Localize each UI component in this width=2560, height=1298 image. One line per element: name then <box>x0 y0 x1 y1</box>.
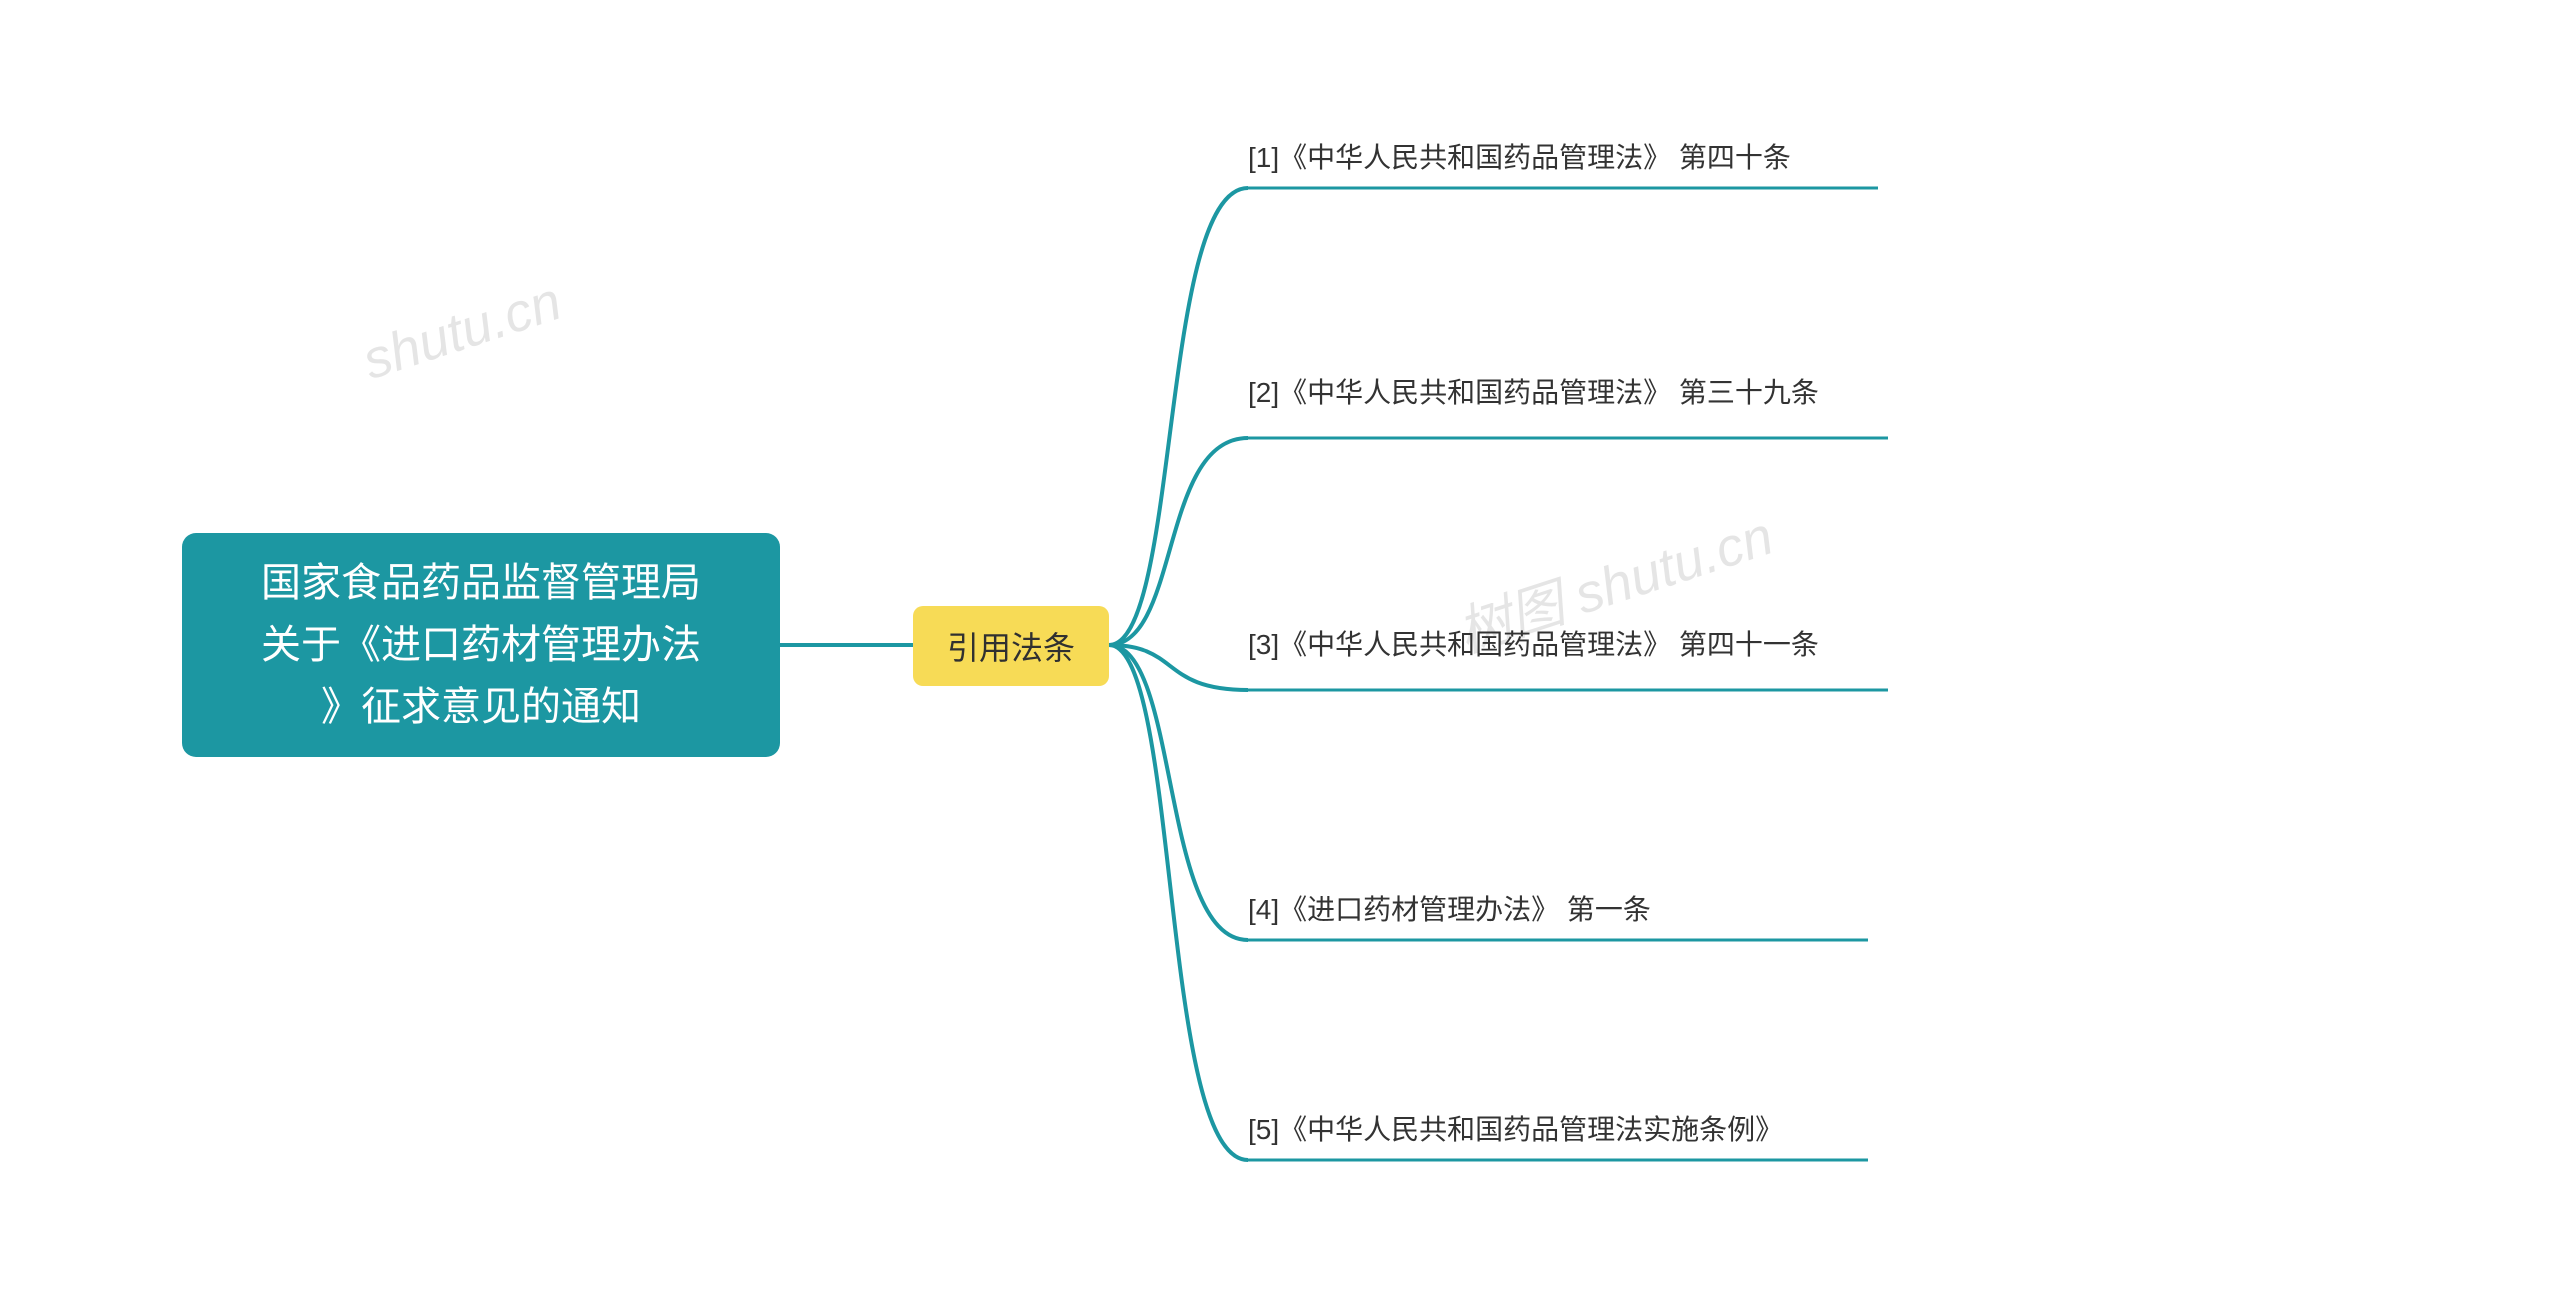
leaf-label-3: [3]《中华人民共和国药品管理法》 第四十一条 <box>1248 624 1819 666</box>
leaf-label-4: [4]《进口药材管理办法》 第一条 <box>1248 889 1651 931</box>
leaf-node-4: [4]《进口药材管理办法》 第一条 <box>1248 880 1868 940</box>
connector-sub-to-leaf-3 <box>1109 645 1248 690</box>
connector-sub-to-leaf-2 <box>1109 438 1248 645</box>
leaf-node-1: [1]《中华人民共和国药品管理法》 第四十条 <box>1248 128 1878 188</box>
watermark-1: shutu.cn <box>355 270 568 392</box>
mindmap-canvas: shutu.cn 树图 shutu.cn 国家食品药品监督管理局 关于《进口药材… <box>0 0 2560 1298</box>
leaf-node-2: [2]《中华人民共和国药品管理法》 第三十九条 <box>1248 348 1888 438</box>
connector-sub-to-leaf-4 <box>1109 645 1248 940</box>
leaf-label-5: [5]《中华人民共和国药品管理法实施条例》 <box>1248 1109 1783 1151</box>
root-node: 国家食品药品监督管理局 关于《进口药材管理办法 》征求意见的通知 <box>182 533 780 757</box>
sub-node-label: 引用法条 <box>947 623 1075 669</box>
root-node-label: 国家食品药品监督管理局 关于《进口药材管理办法 》征求意见的通知 <box>261 552 701 738</box>
leaf-node-3: [3]《中华人民共和国药品管理法》 第四十一条 <box>1248 600 1888 690</box>
connector-sub-to-leaf-1 <box>1109 188 1248 645</box>
leaf-node-5: [5]《中华人民共和国药品管理法实施条例》 <box>1248 1100 1868 1160</box>
connector-sub-to-leaf-5 <box>1109 645 1248 1160</box>
leaf-label-1: [1]《中华人民共和国药品管理法》 第四十条 <box>1248 137 1791 179</box>
leaf-label-2: [2]《中华人民共和国药品管理法》 第三十九条 <box>1248 372 1819 414</box>
sub-node: 引用法条 <box>913 606 1109 686</box>
